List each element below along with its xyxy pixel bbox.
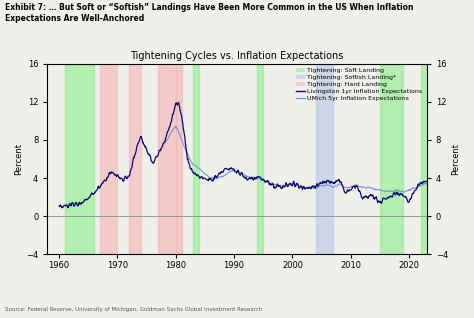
Bar (65, 64, 94, 254)
Bar (316, 64, 333, 254)
Bar (129, 64, 141, 254)
Bar (100, 64, 118, 254)
Y-axis label: Percent: Percent (14, 143, 23, 175)
Bar (257, 64, 263, 254)
Bar (176, 64, 182, 254)
Bar (380, 64, 403, 254)
Title: Tightening Cycles vs. Inflation Expectations: Tightening Cycles vs. Inflation Expectat… (130, 52, 344, 61)
Text: Source: Federal Reserve, University of Michigan, Goldman Sachs Global Investment: Source: Federal Reserve, University of M… (5, 307, 262, 312)
Bar (193, 64, 199, 254)
Bar (158, 64, 176, 254)
Y-axis label: Percent: Percent (451, 143, 460, 175)
Legend: Tightening: Soft Landing, Tightening: Softish Landing*, Tightening: Hard Landing: Tightening: Soft Landing, Tightening: So… (295, 67, 423, 102)
Text: Exhibit 7: … But Soft or “Softish” Landings Have Been More Common in the US When: Exhibit 7: … But Soft or “Softish” Landi… (5, 3, 413, 23)
Bar (421, 64, 427, 254)
